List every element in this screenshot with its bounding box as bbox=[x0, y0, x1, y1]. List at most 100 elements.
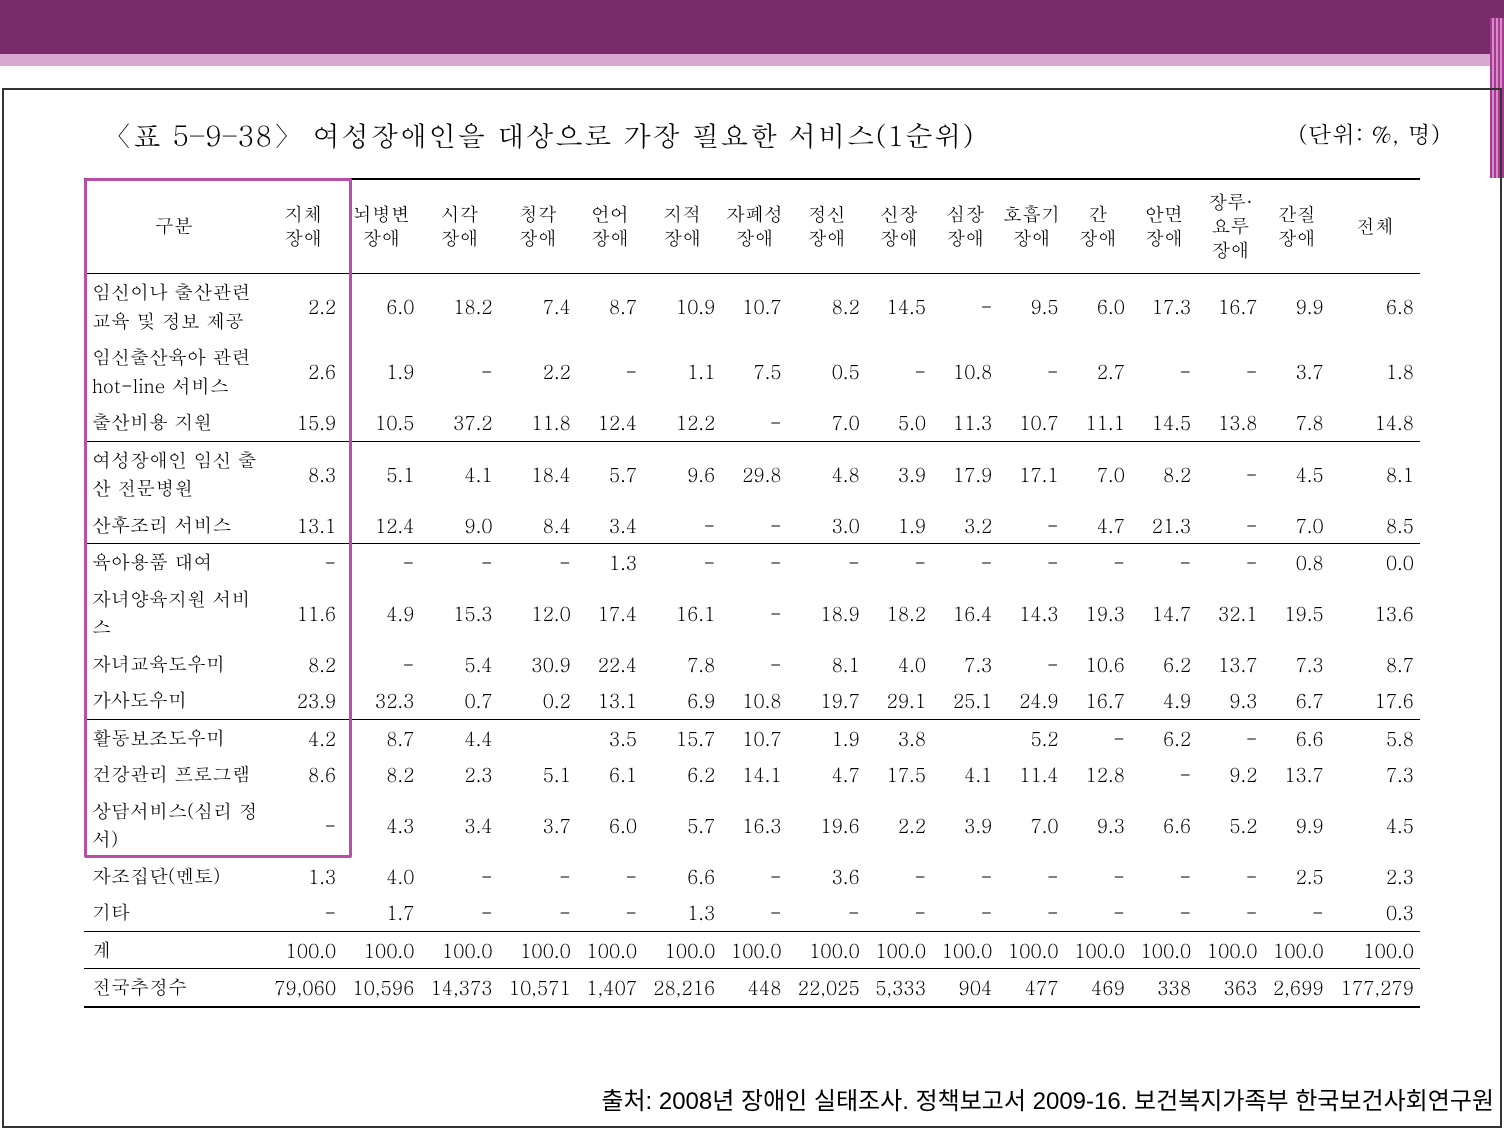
table-row: 기타-1.7---1.3---------0.3 bbox=[84, 894, 1420, 931]
row-label: 여성장애인 임신 출산 전문병원 bbox=[84, 441, 264, 507]
row-label: 산후조리 서비스 bbox=[84, 507, 264, 544]
cell: 37.2 bbox=[420, 404, 498, 441]
cell: 3.8 bbox=[866, 719, 932, 756]
cell: 17.4 bbox=[577, 581, 643, 646]
row-label: 자녀교육도우미 bbox=[84, 646, 264, 683]
cell: 21.3 bbox=[1131, 507, 1197, 544]
cell: 6.2 bbox=[643, 756, 721, 793]
col-header: 지체 장애 bbox=[264, 179, 342, 274]
cell: - bbox=[643, 544, 721, 581]
cell: - bbox=[1131, 339, 1197, 404]
cell: - bbox=[1065, 858, 1131, 895]
row-label: 임신이나 출산관련 교육 및 정보 제공 bbox=[84, 274, 264, 340]
table-row: 상담서비스(심리 정서)-4.33.43.76.05.716.319.62.23… bbox=[84, 793, 1420, 858]
cell: 11.3 bbox=[932, 404, 998, 441]
cell: - bbox=[866, 544, 932, 581]
cell: 3.7 bbox=[1263, 339, 1329, 404]
cell: 12.2 bbox=[643, 404, 721, 441]
cell: 2.5 bbox=[1263, 858, 1329, 895]
cell: - bbox=[866, 858, 932, 895]
table-row: 전국추정수79,06010,59614,37310,5711,40728,216… bbox=[84, 969, 1420, 1007]
cell: - bbox=[998, 894, 1064, 931]
cell: 19.6 bbox=[788, 793, 866, 858]
cell: - bbox=[1263, 894, 1329, 931]
cell: 5.8 bbox=[1330, 719, 1420, 756]
cell: 29.8 bbox=[721, 441, 787, 507]
cell: 100.0 bbox=[577, 931, 643, 969]
cell: 338 bbox=[1131, 969, 1197, 1007]
cell: 8.7 bbox=[577, 274, 643, 340]
cell: 7.3 bbox=[932, 646, 998, 683]
cell: 13.6 bbox=[1330, 581, 1420, 646]
cell: 1.8 bbox=[1330, 339, 1420, 404]
col-header: 언어 장애 bbox=[577, 179, 643, 274]
cell: 4.7 bbox=[1065, 507, 1131, 544]
table-row: 여성장애인 임신 출산 전문병원8.35.14.118.45.79.629.84… bbox=[84, 441, 1420, 507]
cell: 6.1 bbox=[577, 756, 643, 793]
cell: - bbox=[1131, 894, 1197, 931]
cell: - bbox=[721, 404, 787, 441]
cell: - bbox=[788, 544, 866, 581]
cell: 7.3 bbox=[1330, 756, 1420, 793]
cell: 12.4 bbox=[577, 404, 643, 441]
cell: - bbox=[1197, 858, 1263, 895]
cell: 6.6 bbox=[643, 858, 721, 895]
cell: 2,699 bbox=[1263, 969, 1329, 1007]
col-header: 호흡기 장애 bbox=[998, 179, 1064, 274]
col-header: 전체 bbox=[1330, 179, 1420, 274]
cell: - bbox=[420, 339, 498, 404]
cell: 4.4 bbox=[420, 719, 498, 756]
cell: 7.0 bbox=[788, 404, 866, 441]
cell: - bbox=[264, 894, 342, 931]
cell: 10.7 bbox=[721, 274, 787, 340]
cell: - bbox=[1197, 441, 1263, 507]
cell: - bbox=[721, 507, 787, 544]
cell: 100.0 bbox=[788, 931, 866, 969]
cell: 8.7 bbox=[1330, 646, 1420, 683]
cell: 7.8 bbox=[643, 646, 721, 683]
col-header: 구분 bbox=[84, 179, 264, 274]
cell: 3.4 bbox=[577, 507, 643, 544]
table-head: 구분지체 장애뇌병변 장애시각 장애청각 장애언어 장애지적 장애자폐성 장애정… bbox=[84, 179, 1420, 274]
cell: 4.3 bbox=[342, 793, 420, 858]
cell: 5.2 bbox=[998, 719, 1064, 756]
col-header: 장루· 요루 장애 bbox=[1197, 179, 1263, 274]
cell: - bbox=[1197, 544, 1263, 581]
cell: - bbox=[1131, 544, 1197, 581]
row-label: 활동보조도우미 bbox=[84, 719, 264, 756]
table-body: 임신이나 출산관련 교육 및 정보 제공2.26.018.27.48.710.9… bbox=[84, 274, 1420, 1007]
cell: 6.6 bbox=[1263, 719, 1329, 756]
cell: - bbox=[420, 894, 498, 931]
cell: 4.0 bbox=[342, 858, 420, 895]
cell: - bbox=[577, 858, 643, 895]
cell: 4.2 bbox=[264, 719, 342, 756]
cell: 100.0 bbox=[866, 931, 932, 969]
cell: - bbox=[1065, 544, 1131, 581]
cell: 10.5 bbox=[342, 404, 420, 441]
row-label: 육아용품 대여 bbox=[84, 544, 264, 581]
cell: - bbox=[721, 581, 787, 646]
cell: 9.5 bbox=[998, 274, 1064, 340]
cell: 3.6 bbox=[788, 858, 866, 895]
row-label: 가사도우미 bbox=[84, 682, 264, 719]
cell: 2.7 bbox=[1065, 339, 1131, 404]
cell: 4.9 bbox=[342, 581, 420, 646]
cell: 3.9 bbox=[932, 793, 998, 858]
row-label: 전국추정수 bbox=[84, 969, 264, 1007]
cell: 6.2 bbox=[1131, 719, 1197, 756]
col-header: 안면 장애 bbox=[1131, 179, 1197, 274]
source-citation: 출처: 2008년 장애인 실태조사. 정책보고서 2009-16. 보건복지가… bbox=[601, 1081, 1494, 1116]
cell: 8.5 bbox=[1330, 507, 1420, 544]
cell: 0.8 bbox=[1263, 544, 1329, 581]
cell: 100.0 bbox=[643, 931, 721, 969]
cell: 100.0 bbox=[1131, 931, 1197, 969]
cell: - bbox=[577, 894, 643, 931]
cell: 3.4 bbox=[420, 793, 498, 858]
cell: 17.5 bbox=[866, 756, 932, 793]
cell: 5.1 bbox=[499, 756, 577, 793]
cell: 8.6 bbox=[264, 756, 342, 793]
cell: - bbox=[264, 793, 342, 858]
cell: 13.8 bbox=[1197, 404, 1263, 441]
cell: - bbox=[1131, 858, 1197, 895]
cell: 6.7 bbox=[1263, 682, 1329, 719]
